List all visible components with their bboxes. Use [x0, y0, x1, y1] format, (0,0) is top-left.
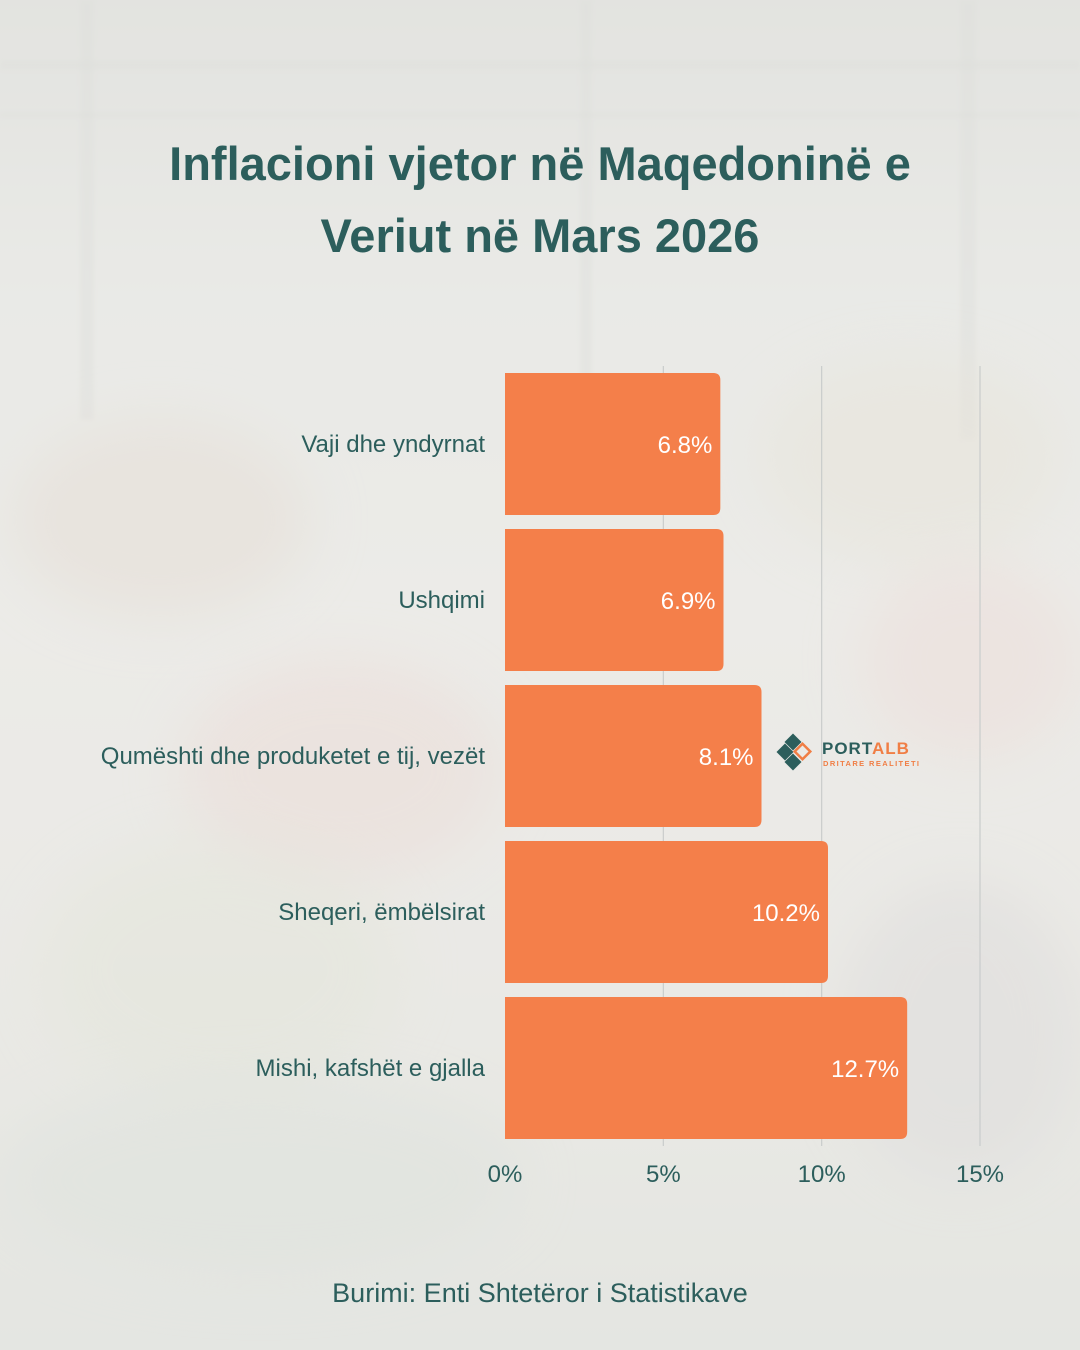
data-label: 6.8%	[658, 432, 713, 459]
logo-diamond-icon	[776, 733, 813, 771]
x-tick-label: 15%	[956, 1161, 1004, 1188]
category-label: Mishi, kafshët e gjalla	[256, 1055, 486, 1082]
chart-title: Inflacioni vjetor në Maqedoninë e Veriut…	[0, 128, 1080, 272]
labels: 0% 5% 10% 15% Vaji dhe yndyrnat 6.8% Ushqimi 6.…	[101, 431, 1004, 1188]
logo-wordmark: PORTALB	[822, 739, 910, 759]
source-note: Burimi: Enti Shtetëror i Statistikave	[332, 1278, 748, 1308]
category-label: Vaji dhe yndyrnat	[301, 431, 485, 458]
logo-tagline: DRITARE REALITETI	[823, 759, 921, 768]
logo-word-main: PORT	[822, 739, 872, 758]
data-label: 8.1%	[699, 744, 754, 771]
title-line-2: Veriut në Mars 2026	[320, 209, 760, 262]
x-tick-label: 5%	[646, 1161, 681, 1188]
data-label: 10.2%	[752, 900, 820, 927]
data-label: 12.7%	[831, 1056, 899, 1083]
logo-word-accent: ALB	[871, 739, 910, 758]
category-label: Ushqimi	[398, 587, 485, 614]
bar	[505, 373, 721, 515]
data-label: 6.9%	[661, 588, 716, 615]
bar	[505, 529, 724, 671]
x-tick-label: 0%	[488, 1161, 523, 1188]
bar	[505, 997, 908, 1139]
category-label: Sheqeri, ëmbëlsirat	[278, 899, 485, 926]
portalb-logo: PORTALB DRITARE REALITETI	[776, 733, 926, 775]
bars	[505, 373, 908, 1139]
category-label: Qumështi dhe produketet e tij, vezët	[101, 743, 486, 770]
title-line-1: Inflacioni vjetor në Maqedoninë e	[169, 137, 911, 190]
bar	[505, 841, 828, 983]
x-tick-label: 10%	[798, 1161, 846, 1188]
bar	[505, 685, 762, 827]
